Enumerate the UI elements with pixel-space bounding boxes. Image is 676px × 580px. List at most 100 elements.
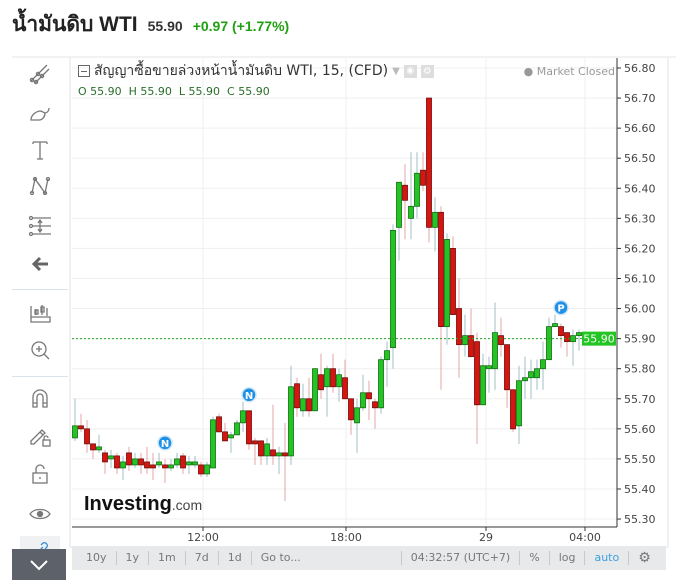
log-toggle[interactable]: log: [550, 551, 586, 565]
candle: [498, 317, 504, 357]
candle-body: [468, 335, 474, 358]
range-1m[interactable]: 1m: [149, 551, 186, 565]
candle-body: [72, 425, 78, 439]
visibility-icon[interactable]: ◉: [403, 64, 417, 78]
candle-body: [126, 452, 132, 466]
y-tick-label: 55.70: [624, 393, 656, 406]
candle-body: [216, 416, 222, 433]
candle: [540, 341, 546, 390]
candle: [282, 422, 288, 502]
candle: [120, 455, 126, 480]
range-1d[interactable]: 1d: [219, 551, 252, 565]
candle: [462, 314, 468, 357]
back-arrow-icon[interactable]: [26, 250, 54, 278]
candle-body: [528, 371, 534, 379]
collapse-legend-icon[interactable]: [78, 65, 90, 77]
lock-drawings-icon[interactable]: [26, 422, 54, 450]
open-value: O 55.90: [78, 85, 122, 98]
settings-icon[interactable]: ⚙: [420, 64, 434, 78]
candle: [564, 332, 570, 357]
candles-icon[interactable]: [26, 298, 54, 326]
candle-body: [450, 248, 456, 315]
y-tick-label: 56.80: [624, 62, 656, 75]
candle-body: [228, 434, 234, 439]
candle: [252, 437, 258, 465]
low-value: L 55.90: [178, 85, 221, 98]
y-tick-label: 55.30: [624, 513, 656, 526]
candle: [390, 224, 396, 369]
zoom-in-icon[interactable]: [26, 336, 54, 364]
candle: [552, 314, 558, 328]
candle: [132, 452, 138, 468]
symbol-name[interactable]: สัญญาซื้อขายล่วงหน้าน้ำมันดิบ WTI, 15, (…: [94, 63, 389, 79]
candle-body: [510, 389, 516, 430]
candle: [366, 380, 372, 420]
candle-body: [84, 428, 90, 445]
y-tick-label: 56.50: [624, 152, 656, 165]
range-10y[interactable]: 10y: [72, 551, 117, 565]
brush-icon[interactable]: [26, 98, 54, 126]
candle: [378, 356, 384, 414]
last-price-label: 55.90: [583, 333, 615, 346]
candle-body: [558, 326, 564, 337]
unlock-icon[interactable]: [26, 460, 54, 488]
candle-body: [210, 419, 216, 469]
candle-body: [414, 172, 420, 207]
candle-body: [90, 443, 96, 451]
candle: [246, 410, 252, 450]
magnet-icon[interactable]: [26, 384, 54, 412]
candle-body: [108, 455, 114, 460]
candle: [408, 152, 414, 240]
candle-body: [378, 359, 384, 409]
range-1y[interactable]: 1y: [117, 551, 150, 565]
candle-body: [348, 398, 354, 421]
eye-icon[interactable]: [26, 500, 54, 528]
market-status-label: Market Closed: [536, 64, 615, 78]
auto-toggle[interactable]: auto: [585, 551, 630, 565]
candle: [114, 452, 120, 474]
watermark-logo: Investing.com: [84, 493, 202, 515]
candle: [312, 368, 318, 412]
candle: [576, 329, 582, 351]
candle: [156, 452, 162, 468]
percent-toggle[interactable]: %: [520, 551, 550, 565]
candle: [204, 461, 210, 477]
collapse-toolbar-button[interactable]: [12, 549, 66, 580]
candle-body: [276, 452, 282, 457]
chart-settings-icon[interactable]: ⚙: [638, 550, 651, 566]
candle: [90, 443, 96, 459]
candle-body: [444, 238, 450, 328]
candle-body: [240, 410, 246, 424]
candle-body: [576, 332, 582, 337]
candle: [222, 422, 228, 442]
candle-body: [462, 335, 468, 346]
candle: [420, 152, 426, 192]
last-price-badge: [582, 331, 616, 346]
symbol-dropdown-icon[interactable]: ▼: [392, 65, 400, 77]
candle: [210, 416, 216, 469]
event-marker-label: N: [161, 439, 169, 450]
clock: 04:32:57 (UTC+7): [402, 551, 521, 565]
candle-body: [258, 440, 264, 457]
candle-body: [564, 332, 570, 343]
candle-body: [372, 401, 378, 409]
trend-line-icon[interactable]: [26, 60, 54, 88]
instrument-title: น้ำมันดิบ WTI: [12, 13, 138, 36]
candle: [558, 323, 564, 348]
goto-button[interactable]: Go to...: [252, 551, 402, 565]
candle-body: [342, 377, 348, 400]
candle: [234, 419, 240, 436]
event-marker-circle: [241, 387, 257, 403]
range-7d[interactable]: 7d: [186, 551, 219, 565]
pattern-icon[interactable]: [26, 172, 54, 200]
candle: [402, 164, 408, 240]
text-icon[interactable]: [26, 136, 54, 164]
candle-body: [186, 461, 192, 466]
price-change: +0.97 (+1.77%): [192, 18, 290, 34]
candle: [516, 365, 522, 444]
y-tick-label: 56.70: [624, 92, 656, 105]
candle: [450, 236, 456, 315]
y-tick-label: 55.50: [624, 453, 656, 466]
fib-icon[interactable]: [26, 212, 54, 240]
